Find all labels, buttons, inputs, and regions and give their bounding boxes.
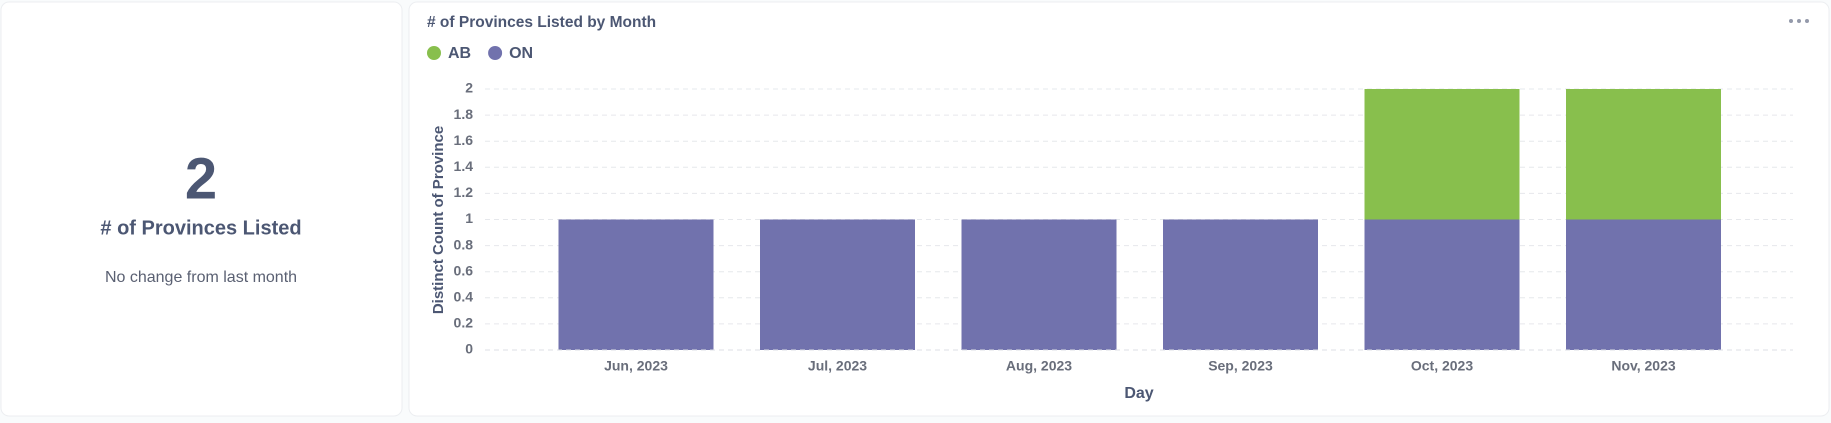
bar	[1566, 219, 1721, 350]
y-tick-label: 1.2	[454, 184, 474, 200]
y-tick-label: 1.6	[454, 132, 474, 148]
menu-dot	[1797, 19, 1801, 23]
y-tick-label: 1.4	[454, 158, 474, 174]
chart-title: # of Provinces Listed by Month	[427, 14, 656, 31]
y-tick-label: 1.8	[454, 106, 474, 122]
legend-label: ON	[509, 45, 533, 62]
bar	[1566, 89, 1721, 220]
y-tick-label: 0	[465, 341, 473, 357]
legend-dot	[488, 46, 503, 60]
bar	[760, 219, 915, 350]
bar	[961, 219, 1117, 350]
bar	[558, 219, 714, 350]
y-tick-label: 0.2	[454, 315, 474, 331]
legend-label: AB	[448, 45, 471, 62]
menu-dot	[1805, 19, 1809, 23]
x-tick-label: Oct, 2023	[1411, 358, 1473, 374]
bar	[1364, 219, 1520, 350]
scalar-title: # of Provinces Listed	[100, 217, 301, 239]
y-tick-label: 0.4	[454, 289, 474, 305]
y-tick-label: 2	[465, 80, 473, 96]
scalar-card	[0, 1, 403, 417]
y-axis-label: Distinct Count of Province	[430, 126, 447, 314]
legend-dot	[427, 46, 441, 60]
bar	[1364, 89, 1520, 220]
y-tick-label: 0.8	[454, 236, 474, 252]
x-tick-label: Jul, 2023	[808, 358, 867, 374]
x-axis-label: Day	[1124, 385, 1153, 402]
y-tick-label: 0.6	[454, 262, 474, 278]
x-tick-label: Sep, 2023	[1208, 358, 1273, 374]
x-tick-label: Aug, 2023	[1006, 358, 1072, 374]
scalar-value: 2	[185, 146, 217, 211]
menu-dot	[1789, 19, 1793, 23]
y-tick-label: 1	[465, 210, 473, 226]
x-tick-label: Jun, 2023	[604, 358, 668, 374]
options-menu[interactable]	[1789, 19, 1809, 23]
bar	[1163, 219, 1318, 350]
x-tick-label: Nov, 2023	[1611, 358, 1676, 374]
scalar-subtitle: No change from last month	[105, 269, 297, 286]
